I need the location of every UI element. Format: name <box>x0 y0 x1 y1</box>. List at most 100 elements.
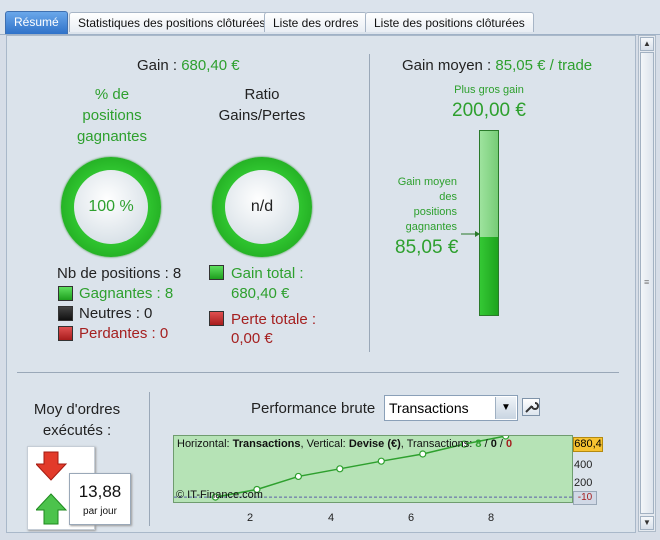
perdantes-count: Perdantes : 0 <box>79 325 169 342</box>
perdantes-swatch <box>58 326 73 341</box>
gain-moyen-gauge <box>479 130 499 316</box>
down-arrow-icon <box>36 451 68 481</box>
plus-gros-gain-label: Plus gros gain <box>454 84 524 96</box>
pct-title-line3: gagnantes <box>76 128 148 145</box>
pct-gagnantes-ring: 100 % <box>61 157 161 257</box>
data-point <box>502 436 510 440</box>
tab-statistiques[interactable]: Statistiques des positions clôturées <box>69 12 275 32</box>
gain-label: Gain : <box>137 57 178 74</box>
ratio-title-line1: Ratio <box>244 86 280 103</box>
tab-bar: Résumé Statistiques des positions clôtur… <box>0 0 660 35</box>
info-t-sep2: / <box>496 438 506 450</box>
bottom-divider <box>17 372 619 373</box>
gain-total-swatch <box>209 265 224 280</box>
gain-moyen-arrow <box>461 231 480 237</box>
max-value-badge: 680,4 <box>573 437 603 452</box>
ratio-ring: n/d <box>212 157 312 257</box>
scroll-thumb[interactable]: ≡ <box>640 52 654 514</box>
info-t-label: , Transactions: <box>400 438 473 450</box>
data-point <box>377 457 385 465</box>
performance-chart: Horizontal: Transactions, Vertical: Devi… <box>173 435 573 503</box>
data-point <box>419 450 427 458</box>
wrench-icon <box>525 402 539 413</box>
info-v-value: Devise (€) <box>348 438 401 450</box>
gain-moyen-gauge-fill <box>480 236 498 315</box>
data-point <box>211 493 220 501</box>
performance-label: Performance brute <box>251 400 376 417</box>
ytick-400: 400 <box>574 459 593 471</box>
plus-gros-gain-value: 200,00 € <box>452 100 526 121</box>
xtick-4: 4 <box>328 512 335 524</box>
gain-moyen-bar-value: 85,05 € <box>395 237 459 258</box>
performance-chart-plot <box>174 436 572 501</box>
pct-title-line2: positions <box>82 107 142 124</box>
info-t-neutral: 0 <box>490 438 497 450</box>
series-line <box>215 436 506 498</box>
gain-moyen-value: 85,05 € / trade <box>495 57 593 74</box>
scroll-up-icon[interactable]: ▲ <box>640 37 654 51</box>
xtick-8: 8 <box>488 512 495 524</box>
gm-line1: Gain moyen <box>397 176 457 188</box>
info-t-sep: / <box>481 438 491 450</box>
info-v-label: , Vertical: <box>300 438 346 450</box>
vertical-scrollbar[interactable]: ▲ ≡ ▼ <box>638 35 656 532</box>
section-divider <box>369 54 370 352</box>
ytick-200: 200 <box>574 477 593 489</box>
perte-totale-label: Perte totale : <box>231 311 317 328</box>
pct-gagnantes-title: % de positions gagnantes <box>47 84 177 147</box>
data-point <box>336 465 344 473</box>
chart-info: Horizontal: Transactions, Vertical: Devi… <box>177 438 512 450</box>
gain-header: Gain : 680,40 € <box>137 57 240 74</box>
info-h-value: Transactions <box>232 438 301 450</box>
gain-total-label: Gain total : <box>231 265 304 282</box>
nb-positions: Nb de positions : 8 <box>57 265 182 282</box>
info-h-label: Horizontal: <box>177 438 230 450</box>
summary-panel: Gain : 680,40 € % de positions gagnantes… <box>6 35 636 533</box>
tab-resume[interactable]: Résumé <box>5 11 68 34</box>
ratio-title-line2: Gains/Pertes <box>218 107 306 124</box>
up-arrow-icon <box>36 493 68 525</box>
moy-ordres-unit: par jour <box>83 506 117 517</box>
perte-totale-value: 0,00 € <box>231 330 273 347</box>
settings-wrench-button[interactable] <box>522 398 540 416</box>
pct-gagnantes-value: 100 % <box>74 170 148 244</box>
xtick-2: 2 <box>247 512 254 524</box>
pct-title-line1: % de <box>94 86 130 103</box>
moy-ordres-title: Moy d'ordres exécutés : <box>17 399 137 441</box>
scroll-down-icon[interactable]: ▼ <box>640 516 654 530</box>
gain-value: 680,40 € <box>181 57 240 74</box>
moy-ordres-line1: Moy d'ordres <box>33 401 121 418</box>
gain-moyen-header: Gain moyen : 85,05 € / trade <box>402 57 592 74</box>
gain-total-value: 680,40 € <box>231 285 290 302</box>
data-point <box>253 485 261 494</box>
watermark: © IT-Finance.com <box>176 489 263 501</box>
moy-ordres-line2: exécutés : <box>42 422 112 439</box>
data-point <box>294 472 302 481</box>
ratio-value: n/d <box>225 170 299 244</box>
xtick-6: 6 <box>408 512 415 524</box>
perf-divider <box>149 392 150 526</box>
neutres-swatch <box>58 306 73 321</box>
gm-line3: positions <box>413 206 457 218</box>
ratio-title: Ratio Gains/Pertes <box>197 84 327 126</box>
info-t-win: 8 <box>475 438 482 450</box>
chevron-down-icon[interactable]: ▼ <box>495 397 516 419</box>
gain-moyen-label: Gain moyen : <box>402 57 492 74</box>
moy-ordres-box: 13,88 par jour <box>69 473 131 525</box>
gagnantes-count: Gagnantes : 8 <box>79 285 174 302</box>
tab-positions-cloturees[interactable]: Liste des positions clôturées <box>365 12 534 32</box>
tab-liste-ordres[interactable]: Liste des ordres <box>264 12 368 32</box>
moy-ordres-value: 13,88 <box>78 482 122 501</box>
info-t-loss: 0 <box>506 438 513 450</box>
gain-moyen-positions-label: Gain moyen des positions gagnantes <box>379 175 457 235</box>
performance-select[interactable]: Transactions ▼ <box>384 395 518 421</box>
perte-totale-swatch <box>209 311 224 326</box>
performance-select-value: Transactions <box>389 400 469 416</box>
gagnantes-swatch <box>58 286 73 301</box>
min-value-badge: -10 <box>573 491 597 505</box>
gm-line4: gagnantes <box>405 221 457 233</box>
data-point <box>460 440 468 448</box>
grip-icon: ≡ <box>644 277 650 287</box>
gm-line2: des <box>439 191 457 203</box>
neutres-count: Neutres : 0 <box>79 305 153 322</box>
